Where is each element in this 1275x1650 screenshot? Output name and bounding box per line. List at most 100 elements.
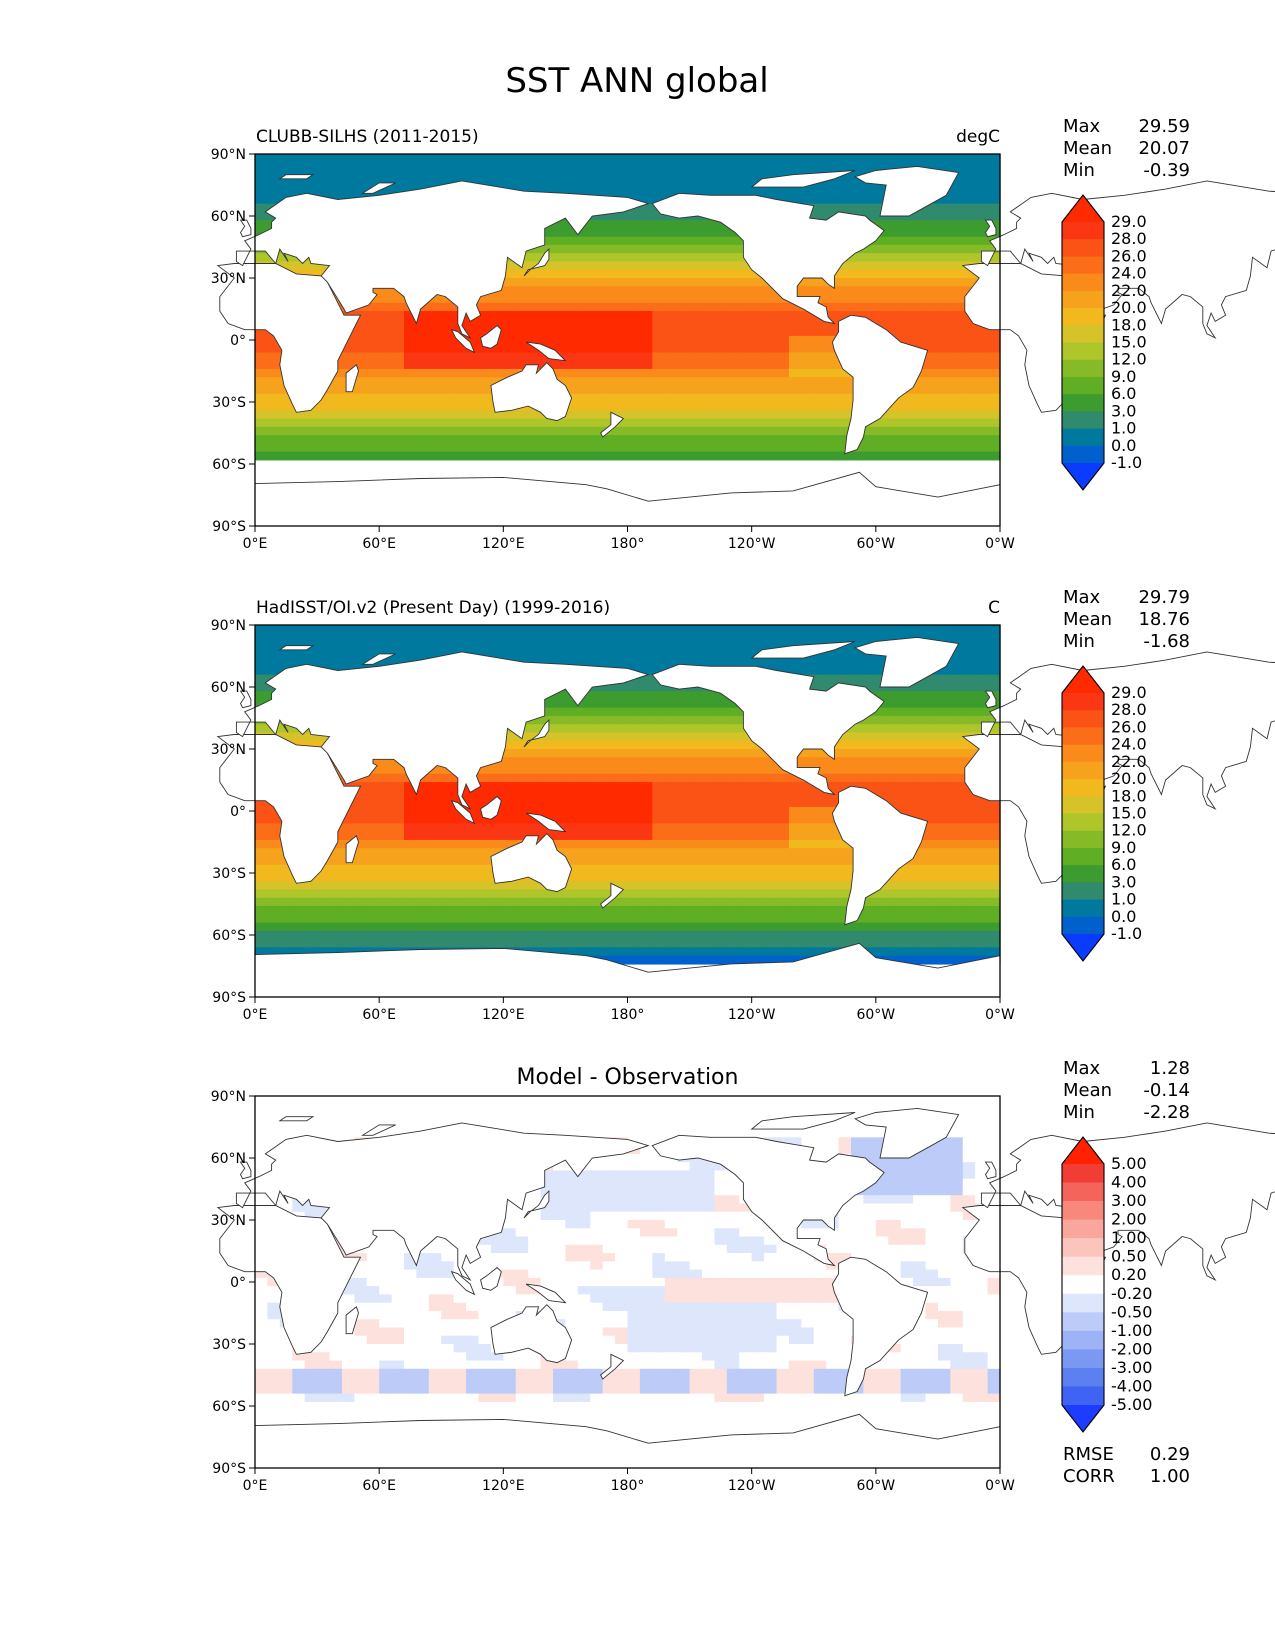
field-cell <box>751 1096 765 1105</box>
field-cell <box>478 649 492 659</box>
field-cell <box>726 939 740 948</box>
field-cell <box>913 294 927 304</box>
field-cell <box>950 178 964 188</box>
field-cell <box>838 418 852 428</box>
field-cell <box>739 435 753 444</box>
field-cell <box>714 286 728 296</box>
field-cell <box>726 335 740 345</box>
field-cell <box>615 402 629 411</box>
field-cell <box>379 815 393 824</box>
field-cell <box>577 658 591 667</box>
field-cell <box>776 906 790 915</box>
field-cell <box>639 765 653 775</box>
colorbar-model: 29.028.026.024.022.020.018.015.012.09.06… <box>1061 194 1147 491</box>
field-cell <box>652 418 666 428</box>
field-cell <box>515 765 529 775</box>
field-cell <box>950 154 964 163</box>
field-cell <box>615 625 629 634</box>
field-cell <box>975 897 989 907</box>
field-cell <box>565 443 579 453</box>
field-cell <box>664 864 678 874</box>
field-cell <box>925 939 939 948</box>
field-cell <box>677 319 691 329</box>
field-cell <box>702 815 716 824</box>
field-cell <box>851 278 865 287</box>
field-cell <box>788 426 802 436</box>
field-cell <box>962 220 976 229</box>
field-cell <box>726 385 740 395</box>
field-cell <box>937 418 951 428</box>
field-cell <box>366 410 380 420</box>
field-cell <box>689 319 703 329</box>
field-cell <box>838 426 852 436</box>
field-cell <box>565 327 579 337</box>
field-cell <box>764 286 778 296</box>
field-cell <box>317 402 331 411</box>
field-cell <box>602 154 616 163</box>
field-cell <box>726 368 740 378</box>
field-cell <box>838 864 852 874</box>
field-cell <box>577 848 591 858</box>
field-cell <box>615 856 629 866</box>
field-cell <box>255 220 269 229</box>
field-cell <box>354 815 368 824</box>
field-cell <box>950 806 964 816</box>
field-cell <box>503 839 517 849</box>
lon-tick-label: 180° <box>611 536 645 552</box>
field-cell <box>565 426 579 436</box>
field-cell <box>813 823 827 833</box>
field-cell <box>863 633 877 643</box>
field-cell <box>937 691 951 700</box>
field-cell <box>379 344 393 353</box>
field-cell <box>702 947 716 957</box>
field-cell <box>379 170 393 180</box>
field-cell <box>615 757 629 767</box>
field-cell <box>739 1096 753 1105</box>
field-cell <box>826 426 840 436</box>
field-cell <box>826 922 840 932</box>
field-cell <box>478 302 492 312</box>
field-cell <box>826 203 840 213</box>
field-cell <box>937 220 951 229</box>
field-cell <box>391 939 405 948</box>
field-cell <box>664 410 678 420</box>
field-cell <box>714 154 728 163</box>
field-cell <box>391 897 405 907</box>
field-cell <box>987 633 1001 643</box>
field-cell <box>267 939 281 948</box>
field-cell <box>627 253 641 263</box>
field-cell <box>888 707 902 717</box>
field-cell <box>677 335 691 345</box>
field-cell <box>317 170 331 180</box>
field-cell <box>937 261 951 271</box>
field-cell <box>503 930 517 940</box>
field-cell <box>627 864 641 874</box>
field-cell <box>379 187 393 196</box>
field-cell <box>875 658 889 667</box>
field-cell <box>900 947 914 957</box>
field-cell <box>950 211 964 221</box>
field-cell <box>838 269 852 279</box>
field-cell <box>255 410 269 420</box>
field-cell <box>875 724 889 734</box>
field-cell <box>838 633 852 643</box>
field-cell <box>627 393 641 403</box>
field-cell <box>813 914 827 924</box>
field-cell <box>987 352 1001 362</box>
field-cell <box>900 790 914 800</box>
field-cell <box>416 426 430 436</box>
field-cell <box>317 906 331 915</box>
field-cell <box>900 773 914 783</box>
field-cell <box>404 393 418 403</box>
field-cell <box>490 889 504 899</box>
field-cell <box>602 823 616 833</box>
colorbar-label: 20.0 <box>1111 769 1147 788</box>
field-cell <box>590 170 604 180</box>
field-cell <box>677 815 691 824</box>
field-cell <box>255 823 269 833</box>
field-cell <box>441 410 455 420</box>
field-cell <box>925 236 939 246</box>
field-cell <box>503 286 517 296</box>
field-cell <box>664 658 678 667</box>
field-cell <box>863 294 877 304</box>
